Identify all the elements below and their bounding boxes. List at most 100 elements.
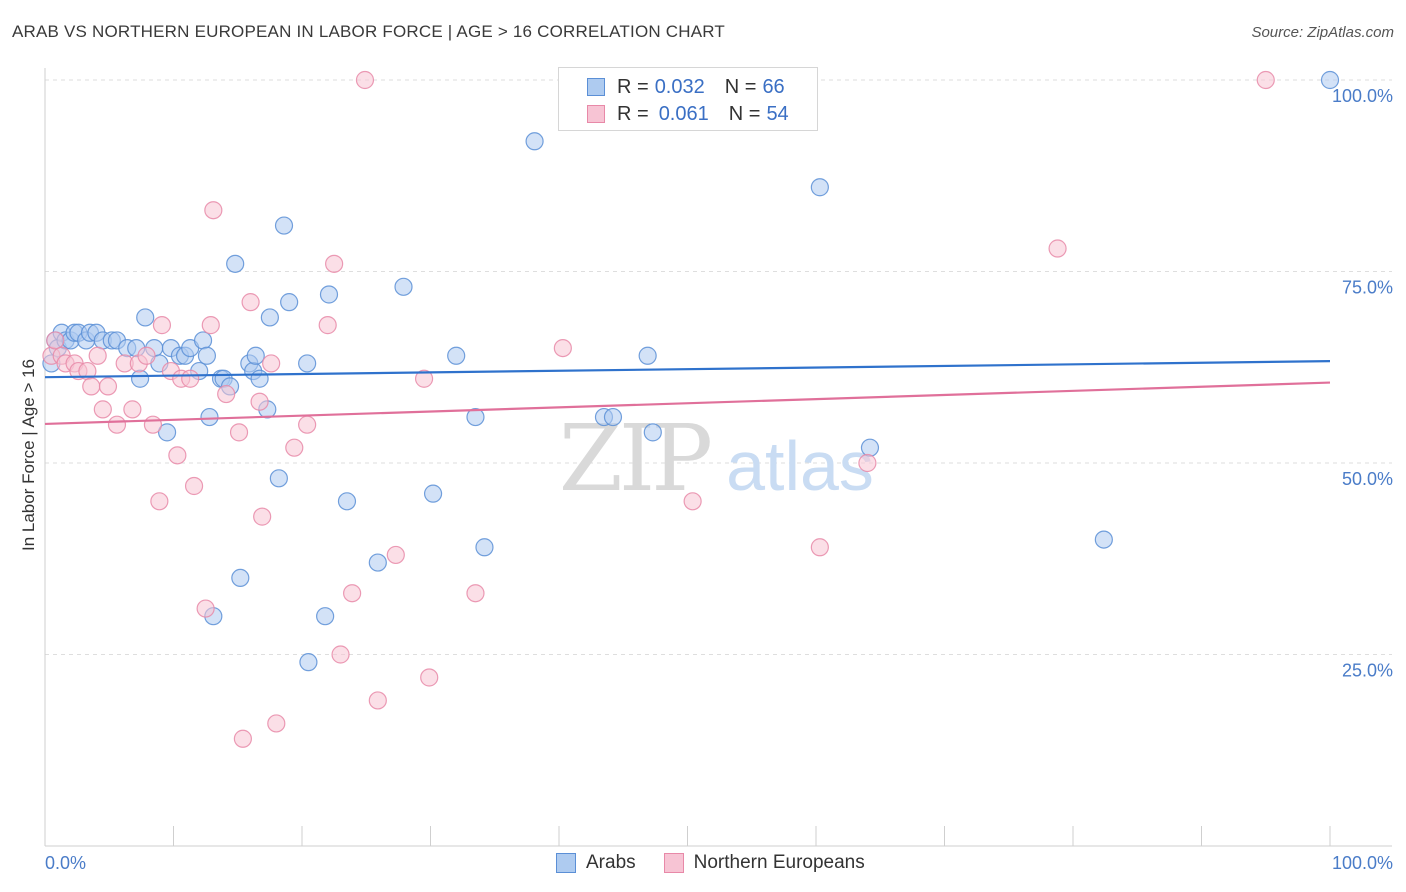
watermark-atlas: atlas [726,427,874,505]
arab-point [319,285,339,304]
arab-point [1320,70,1340,90]
y-tick-label: 75.0% [1342,278,1393,298]
arab-point [197,346,217,365]
arab-point [316,607,335,626]
arab-point [643,423,662,442]
northern-european-point [343,584,362,603]
arab-point [810,178,829,197]
series-legend-arabs[interactable]: Arabs [556,852,636,874]
northern-european-point [143,415,163,434]
legend-r-label: R = [617,102,649,125]
arab-point [298,354,317,373]
legend-r-value-northern-europeans: 0.061 [658,102,709,125]
correlation-legend: R = 0.032 N = 66 R = 0.061 N = 54 [558,67,818,131]
northern-european-point [325,254,344,273]
arab-point [193,331,213,350]
y-tick-label: 25.0% [1342,661,1393,681]
arab-point [1094,530,1113,549]
arab-point [130,369,150,388]
axes: 0.0% 100.0% [44,68,1393,873]
northern-european-point [285,438,304,457]
northern-european-point [810,538,829,557]
legend-n-value-northern-europeans: 54 [766,102,789,125]
legend-swatch-northern-europeans [587,105,605,123]
northern-european-point [150,492,169,511]
northern-european-point [201,316,220,335]
legend-row-northern-europeans: R = 0.061 N = 54 [587,101,789,127]
northern-european-point [107,415,127,434]
northern-european-trend-line [44,381,1331,426]
northern-european-point [98,377,118,396]
source-label: Source: ZipAtlas.com [1251,24,1394,41]
northern-european-point [386,545,405,565]
arab-point [246,346,265,365]
northern-european-point [1256,70,1275,90]
northern-european-point [217,384,236,404]
northern-european-point [466,584,485,603]
arab-point [274,216,294,235]
northern-european-point [233,729,252,748]
grid: 25.0% 50.0% 75.0% 100.0% [45,79,1393,681]
arab-point [368,553,387,572]
legend-r-label: R = [617,75,649,98]
series-legend-northern-europeans[interactable]: Northern Europeans [663,852,865,874]
northern-european-point [858,453,877,473]
arab-point [136,308,155,327]
arab-point [394,277,413,296]
northern-european-point [88,346,107,365]
northern-european-point [196,599,215,618]
northern-european-point [331,645,350,664]
northern-european-point [137,346,156,365]
northern-european-point [253,507,272,526]
northern-european-point [298,415,317,434]
arab-point [423,484,443,503]
legend-n-label: N = [728,102,761,125]
northern-european-point [414,369,434,388]
arab-trend-line [44,360,1331,379]
arab-point [200,407,219,427]
arab-point [525,132,544,151]
series-label-northern-europeans: Northern Europeans [693,852,865,873]
arab-point [860,438,880,457]
series-swatch-northern-europeans [663,853,684,873]
arab-point [638,346,657,365]
northern-european-point [553,339,572,358]
arab-point [447,346,466,365]
x-tick-label: 0.0% [45,853,86,873]
northern-european-point [318,316,337,335]
arab-point [603,407,623,427]
northern-european-point [46,331,65,350]
legend-swatch-arabs [587,78,605,96]
northern-european-point [93,400,112,419]
chart-title: ARAB VS NORTHERN EUROPEAN IN LABOR FORCE… [12,22,726,41]
y-tick-label: 100.0% [1332,86,1393,106]
arab-point [299,653,318,672]
northern-european-point [683,492,702,511]
northern-european-point [123,400,142,419]
northern-european-point [229,423,249,442]
northern-european-point [184,476,204,496]
arab-point [337,492,357,511]
legend-n-value-arabs: 66 [762,75,785,98]
series-legend: Arabs Northern Europeans [556,852,893,874]
arab-point [226,254,245,273]
arab-point [475,538,494,557]
arab-point [157,423,177,442]
x-tick-label: 100.0% [1332,853,1393,873]
northern-european-point [420,668,439,687]
northern-european-point [181,369,200,388]
legend-r-value-arabs: 0.032 [654,75,705,98]
y-tick-label: 50.0% [1342,469,1393,489]
arab-point [250,369,269,388]
y-axis-label: In Labor Force | Age > 16 [19,359,38,551]
northern-european-point [1048,239,1067,258]
arab-point [280,293,299,312]
arab-point [231,568,250,588]
legend-n-label: N = [724,75,757,98]
northern-european-point [204,201,223,220]
northern-european-point [368,691,387,710]
northern-european-point [168,446,187,465]
northern-european-point [241,293,260,312]
legend-row-arabs: R = 0.032 N = 66 [587,74,785,100]
northern-european-point [152,316,172,335]
